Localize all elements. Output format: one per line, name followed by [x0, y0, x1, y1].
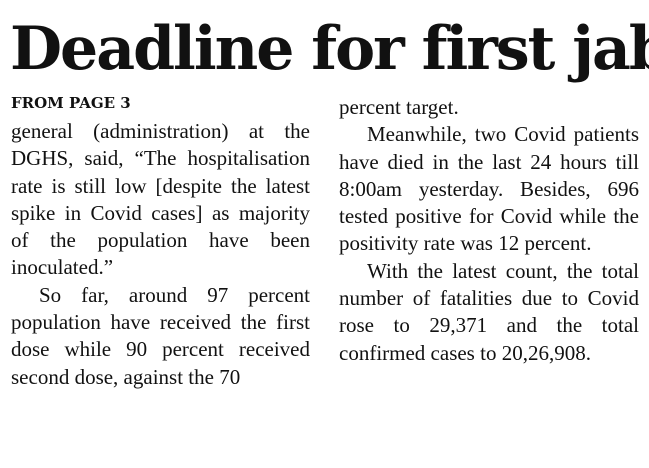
left-paragraph-2: So far, around 97 percent population hav…	[11, 282, 310, 389]
continuation-kicker: FROM PAGE 3	[11, 94, 131, 112]
right-paragraph-1: percent target.	[339, 95, 459, 119]
left-column: general (administration) at the DGHS, sa…	[11, 118, 310, 391]
right-paragraph-2: Meanwhile, two Covid patients have died …	[339, 122, 639, 256]
right-paragraph-3: With the latest count, the total number …	[339, 258, 639, 365]
headline: Deadline for first jab	[10, 14, 649, 84]
column-gutter	[324, 96, 325, 456]
left-paragraph-1: general (administration) at the DGHS, sa…	[11, 119, 310, 280]
right-column: percent target. Meanwhile, two Covid pat…	[339, 94, 639, 367]
